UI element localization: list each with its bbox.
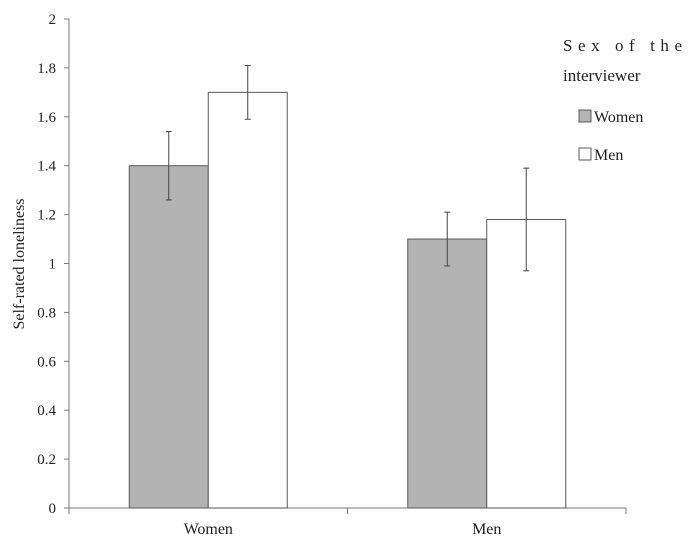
bar-men-interviewer-women xyxy=(207,91,288,509)
legend-title-line-2: interviewer xyxy=(563,66,641,85)
bar-women-interviewer-men xyxy=(407,238,488,509)
legend-label-women: Women xyxy=(594,109,643,126)
y-tick-label: 1 xyxy=(49,257,57,273)
y-tick-label: 1.6 xyxy=(37,110,56,126)
y-tick-label: 1.2 xyxy=(37,208,56,224)
y-axis-title: Self-rated loneliness xyxy=(11,198,28,329)
bars-layer xyxy=(128,91,567,509)
legend-title-line-1: Sex of the xyxy=(563,36,682,55)
legend-swatch-women xyxy=(578,109,592,123)
y-tick-label: 0.4 xyxy=(37,403,56,419)
x-category-label: Women xyxy=(184,521,233,538)
y-tick-label: 0.6 xyxy=(37,354,56,370)
labels-layer: 0 0.2 0.4 0.6 0.8 1 1.2 1.4 1.6 1.8 2 Women Men xyxy=(37,12,501,538)
error-bars-layer xyxy=(165,64,530,272)
y-tick-label: 0.2 xyxy=(37,452,56,468)
x-category-label: Men xyxy=(472,521,501,538)
y-tick-label: 2 xyxy=(49,12,57,28)
legend-swatch-men xyxy=(578,147,592,161)
bar-women-interviewer-women xyxy=(128,165,209,509)
y-tick-label: 1.4 xyxy=(37,159,56,175)
y-tick-label: 0 xyxy=(49,501,57,517)
legend-label-men: Men xyxy=(594,147,623,164)
legend: Sex of the interviewer Women Men xyxy=(563,36,682,164)
y-tick-label: 0.8 xyxy=(37,305,56,321)
y-tick-label: 1.8 xyxy=(37,61,56,77)
